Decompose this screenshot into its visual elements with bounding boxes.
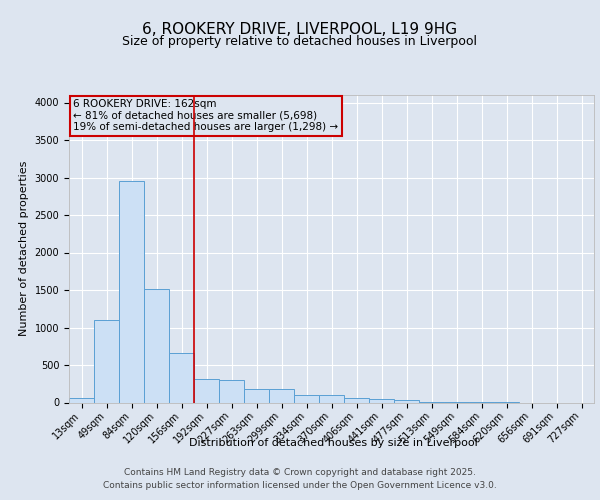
Bar	[119, 181, 144, 402]
Bar	[244, 388, 269, 402]
Bar	[294, 395, 319, 402]
Bar	[219, 380, 244, 402]
Text: Contains HM Land Registry data © Crown copyright and database right 2025.: Contains HM Land Registry data © Crown c…	[124, 468, 476, 477]
Y-axis label: Number of detached properties: Number of detached properties	[19, 161, 29, 336]
Bar	[394, 400, 419, 402]
Bar	[319, 396, 344, 402]
Bar	[369, 399, 394, 402]
Text: 6, ROOKERY DRIVE, LIVERPOOL, L19 9HG: 6, ROOKERY DRIVE, LIVERPOOL, L19 9HG	[142, 22, 458, 38]
Bar	[94, 320, 119, 402]
Bar	[169, 353, 194, 403]
Bar	[194, 379, 219, 402]
Text: Contains public sector information licensed under the Open Government Licence v3: Contains public sector information licen…	[103, 480, 497, 490]
Bar	[269, 390, 294, 402]
Bar	[69, 398, 94, 402]
Bar	[344, 398, 369, 402]
Text: Distribution of detached houses by size in Liverpool: Distribution of detached houses by size …	[188, 438, 478, 448]
Text: Size of property relative to detached houses in Liverpool: Size of property relative to detached ho…	[122, 35, 478, 48]
Bar	[144, 288, 169, 403]
Text: 6 ROOKERY DRIVE: 162sqm
← 81% of detached houses are smaller (5,698)
19% of semi: 6 ROOKERY DRIVE: 162sqm ← 81% of detache…	[73, 99, 338, 132]
